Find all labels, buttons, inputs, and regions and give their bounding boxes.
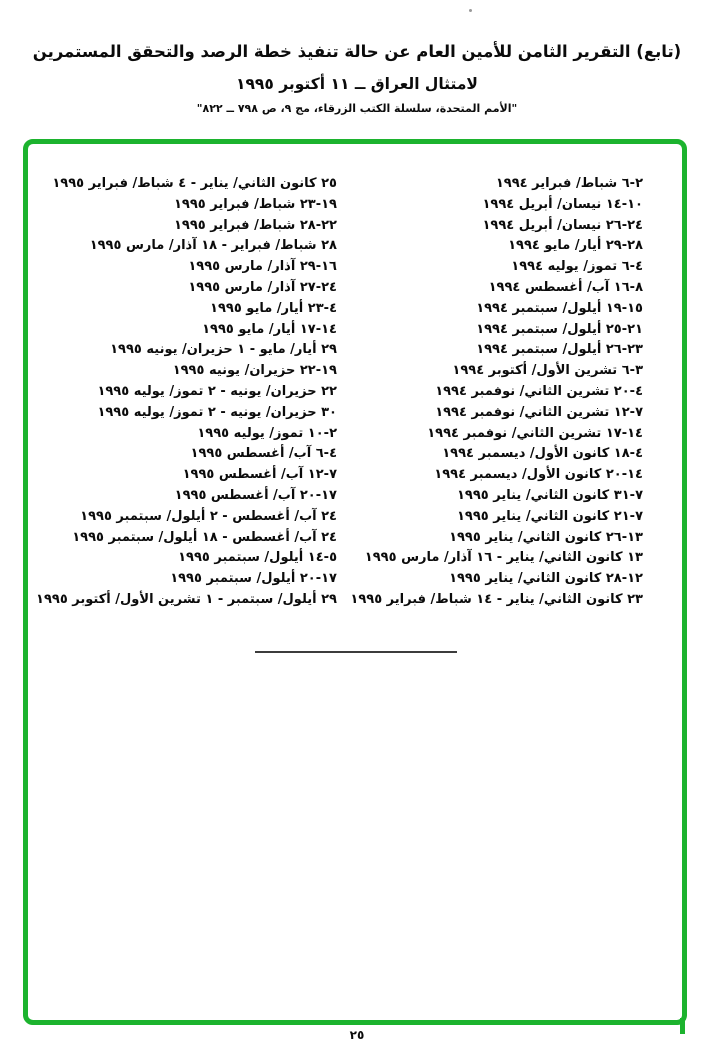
inspection-date-entry: ٤-١٨ كانون الأول/ ديسمبر ١٩٩٤ xyxy=(442,446,643,462)
footnote-divider-rule xyxy=(255,651,457,653)
inspection-date-entry: ١٣-٢٦ كانون الثاني/ يناير ١٩٩٥ xyxy=(449,529,643,545)
report-title: (تابع) التقرير الثامن للأمين العام عن حا… xyxy=(32,42,682,61)
inspection-date-entry: ٢٣ كانون الثاني/ يناير - ١٤ شباط/ فبراير… xyxy=(350,591,643,607)
inspection-date-entry: ٢١-٢٥ أيلول/ سبتمبر ١٩٩٤ xyxy=(476,321,643,337)
inspection-date-entry: ٢٥ كانون الثاني/ يناير - ٤ شباط/ فبراير … xyxy=(52,176,337,191)
inspection-date-entry: ٤-٢٣ أيار/ مايو ١٩٩٥ xyxy=(210,300,337,316)
inspection-date-entry: ٢٤ آب/ أغسطس - ١٨ أيلول/ سبتمبر ١٩٩٥ xyxy=(72,529,337,545)
inspection-date-entry: ١٦-٢٩ آذار/ مارس ١٩٩٥ xyxy=(188,259,337,275)
inspection-date-entry: ٣-٦ تشرين الأول/ أكتوبر ١٩٩٤ xyxy=(452,363,643,379)
inspection-date-entry: ٢-٦ شباط/ فبراير ١٩٩٤ xyxy=(495,176,643,191)
inspection-date-entry: ١٧-٢٠ أيلول/ سبتمبر ١٩٩٥ xyxy=(170,571,337,587)
inspection-date-entry: ٢٩ أيار/ مايو - ١ حزيران/ يونيه ١٩٩٥ xyxy=(110,342,337,358)
inspection-date-entry: ٣٠ حزيران/ يونيه - ٢ تموز/ يوليه ١٩٩٥ xyxy=(97,404,337,420)
inspection-date-entry: ٢٢ حزيران/ يونيه - ٢ تموز/ يوليه ١٩٩٥ xyxy=(97,383,337,399)
inspection-date-entry: ١٩-٢٣ شباط/ فبراير ١٩٩٥ xyxy=(173,196,337,212)
inspection-date-entry: ٥-١٤ أيلول/ سبتمبر ١٩٩٥ xyxy=(178,550,337,566)
inspection-dates-column-right: ٢-٦ شباط/ فبراير ١٩٩٤ ١٠-١٤ نيسان/ أبريل … xyxy=(350,174,643,611)
inspection-date-entry: ٢٨ شباط/ فبراير - ١٨ آذار/ مارس ١٩٩٥ xyxy=(89,238,337,254)
inspection-date-entry: ٧-١٢ آب/ أغسطس ١٩٩٥ xyxy=(182,467,337,483)
inspection-date-entry: ٧-٣١ كانون الثاني/ يناير ١٩٩٥ xyxy=(457,487,643,503)
inspection-date-entry: ٧-٢١ كانون الثاني/ يناير ١٩٩٥ xyxy=(457,508,643,524)
inspection-date-entry: ٢٣-٢٦ أيلول/ سبتمبر ١٩٩٤ xyxy=(476,342,643,358)
border-scan-artifact xyxy=(680,1018,685,1034)
inspection-date-entry: ١٠-١٤ نيسان/ أبريل ١٩٩٤ xyxy=(482,196,643,212)
scan-artifact-dot xyxy=(469,9,472,12)
inspection-date-entry: ٢٤ آب/ أغسطس - ٢ أيلول/ سبتمبر ١٩٩٥ xyxy=(80,508,337,524)
inspection-date-entry: ٤-٦ آب/ أغسطس ١٩٩٥ xyxy=(190,446,337,462)
inspection-date-entry: ٢٤-٢٦ نيسان/ أبريل ١٩٩٤ xyxy=(482,217,643,233)
inspection-date-entry: ٤-٦ تموز/ يوليه ١٩٩٤ xyxy=(511,259,643,275)
inspection-date-entry: ٢٨-٢٩ أيار/ مايو ١٩٩٤ xyxy=(508,238,643,254)
inspection-date-entry: ١٧-٢٠ آب/ أغسطس ١٩٩٥ xyxy=(174,487,337,503)
inspection-date-entry: ٤-٢٠ تشرين الثاني/ نوفمبر ١٩٩٤ xyxy=(435,383,643,399)
inspection-date-entry: ٢-١٠ تموز/ يوليه ١٩٩٥ xyxy=(197,425,337,441)
inspection-date-entry: ٢٩ أيلول/ سبتمبر - ١ تشرين الأول/ أكتوبر… xyxy=(36,591,337,607)
inspection-date-entry: ١٤-١٧ أيار/ مايو ١٩٩٥ xyxy=(202,321,337,337)
inspection-date-entry: ١٢-٢٨ كانون الثاني/ يناير ١٩٩٥ xyxy=(449,571,643,587)
report-subtitle-date: لامتثال العراق ــ ١١ أكتوبر ١٩٩٥ xyxy=(236,75,478,94)
inspection-date-entry: ٧-١٢ تشرين الثاني/ نوفمبر ١٩٩٤ xyxy=(435,404,643,420)
inspection-date-entry: ٢٤-٢٧ آذار/ مارس ١٩٩٥ xyxy=(188,279,337,295)
inspection-date-entry: ١٣ كانون الثاني/ يناير - ١٦ آذار/ مارس ١… xyxy=(364,550,643,566)
document-header: (تابع) التقرير الثامن للأمين العام عن حا… xyxy=(0,40,714,115)
inspection-dates-column-left: ٢٥ كانون الثاني/ يناير - ٤ شباط/ فبراير … xyxy=(36,174,337,611)
inspection-date-entry: ٨-١٦ آب/ أغسطس ١٩٩٤ xyxy=(488,279,643,295)
source-citation: "الأمم المتحدة، سلسلة الكتب الزرقاء، مج … xyxy=(196,102,518,116)
page-number: ٢٥ xyxy=(349,1028,365,1042)
inspection-date-entry: ١٩-٢٢ حزيران/ يونيه ١٩٩٥ xyxy=(172,363,337,379)
inspection-date-entry: ١٥-١٩ أيلول/ سبتمبر ١٩٩٤ xyxy=(476,300,643,316)
inspection-date-entry: ١٤-٢٠ كانون الأول/ ديسمبر ١٩٩٤ xyxy=(434,467,643,483)
green-border-frame xyxy=(23,139,687,1025)
inspection-date-entry: ٢٢-٢٨ شباط/ فبراير ١٩٩٥ xyxy=(173,217,337,233)
inspection-date-entry: ١٤-١٧ تشرين الثاني/ نوفمبر ١٩٩٤ xyxy=(427,425,643,441)
